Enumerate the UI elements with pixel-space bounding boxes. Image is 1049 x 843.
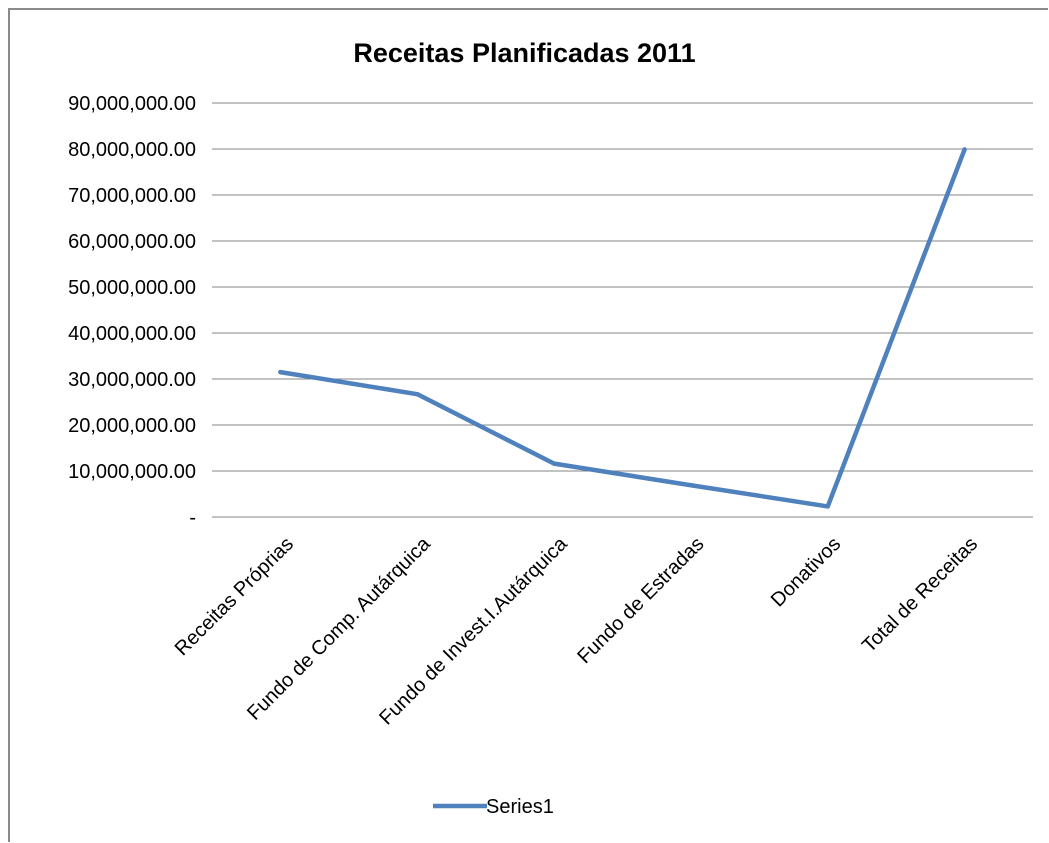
- y-tick-label: -: [189, 507, 196, 529]
- x-tick-label: Receitas Próprias: [171, 533, 298, 660]
- y-tick-label: 10,000,000.00: [68, 461, 196, 483]
- y-tick-label: 60,000,000.00: [68, 231, 196, 253]
- chart-frame: [8, 8, 1048, 842]
- data-point: [962, 147, 967, 152]
- chart-title: Receitas Planificadas 2011: [353, 38, 696, 68]
- y-tick-label: 70,000,000.00: [68, 185, 196, 207]
- data-point: [551, 461, 557, 466]
- y-tick-label: 20,000,000.00: [68, 415, 196, 437]
- y-tick-label: 30,000,000.00: [68, 369, 196, 391]
- data-point: [415, 391, 420, 397]
- data-point: [278, 369, 283, 375]
- x-tick-label: Fundo de Estradas: [573, 533, 708, 668]
- legend-label: Series1: [486, 796, 554, 818]
- y-tick-label: 40,000,000.00: [68, 323, 196, 345]
- data-point: [688, 483, 694, 488]
- y-tick-label: 90,000,000.00: [68, 93, 196, 115]
- y-tick-label: 50,000,000.00: [68, 277, 196, 299]
- y-tick-label: 80,000,000.00: [68, 139, 196, 161]
- series-line: [278, 147, 967, 509]
- x-tick-label: Total de Receitas: [858, 533, 982, 657]
- data-point: [825, 504, 830, 509]
- x-tick-label: Donativos: [767, 533, 845, 611]
